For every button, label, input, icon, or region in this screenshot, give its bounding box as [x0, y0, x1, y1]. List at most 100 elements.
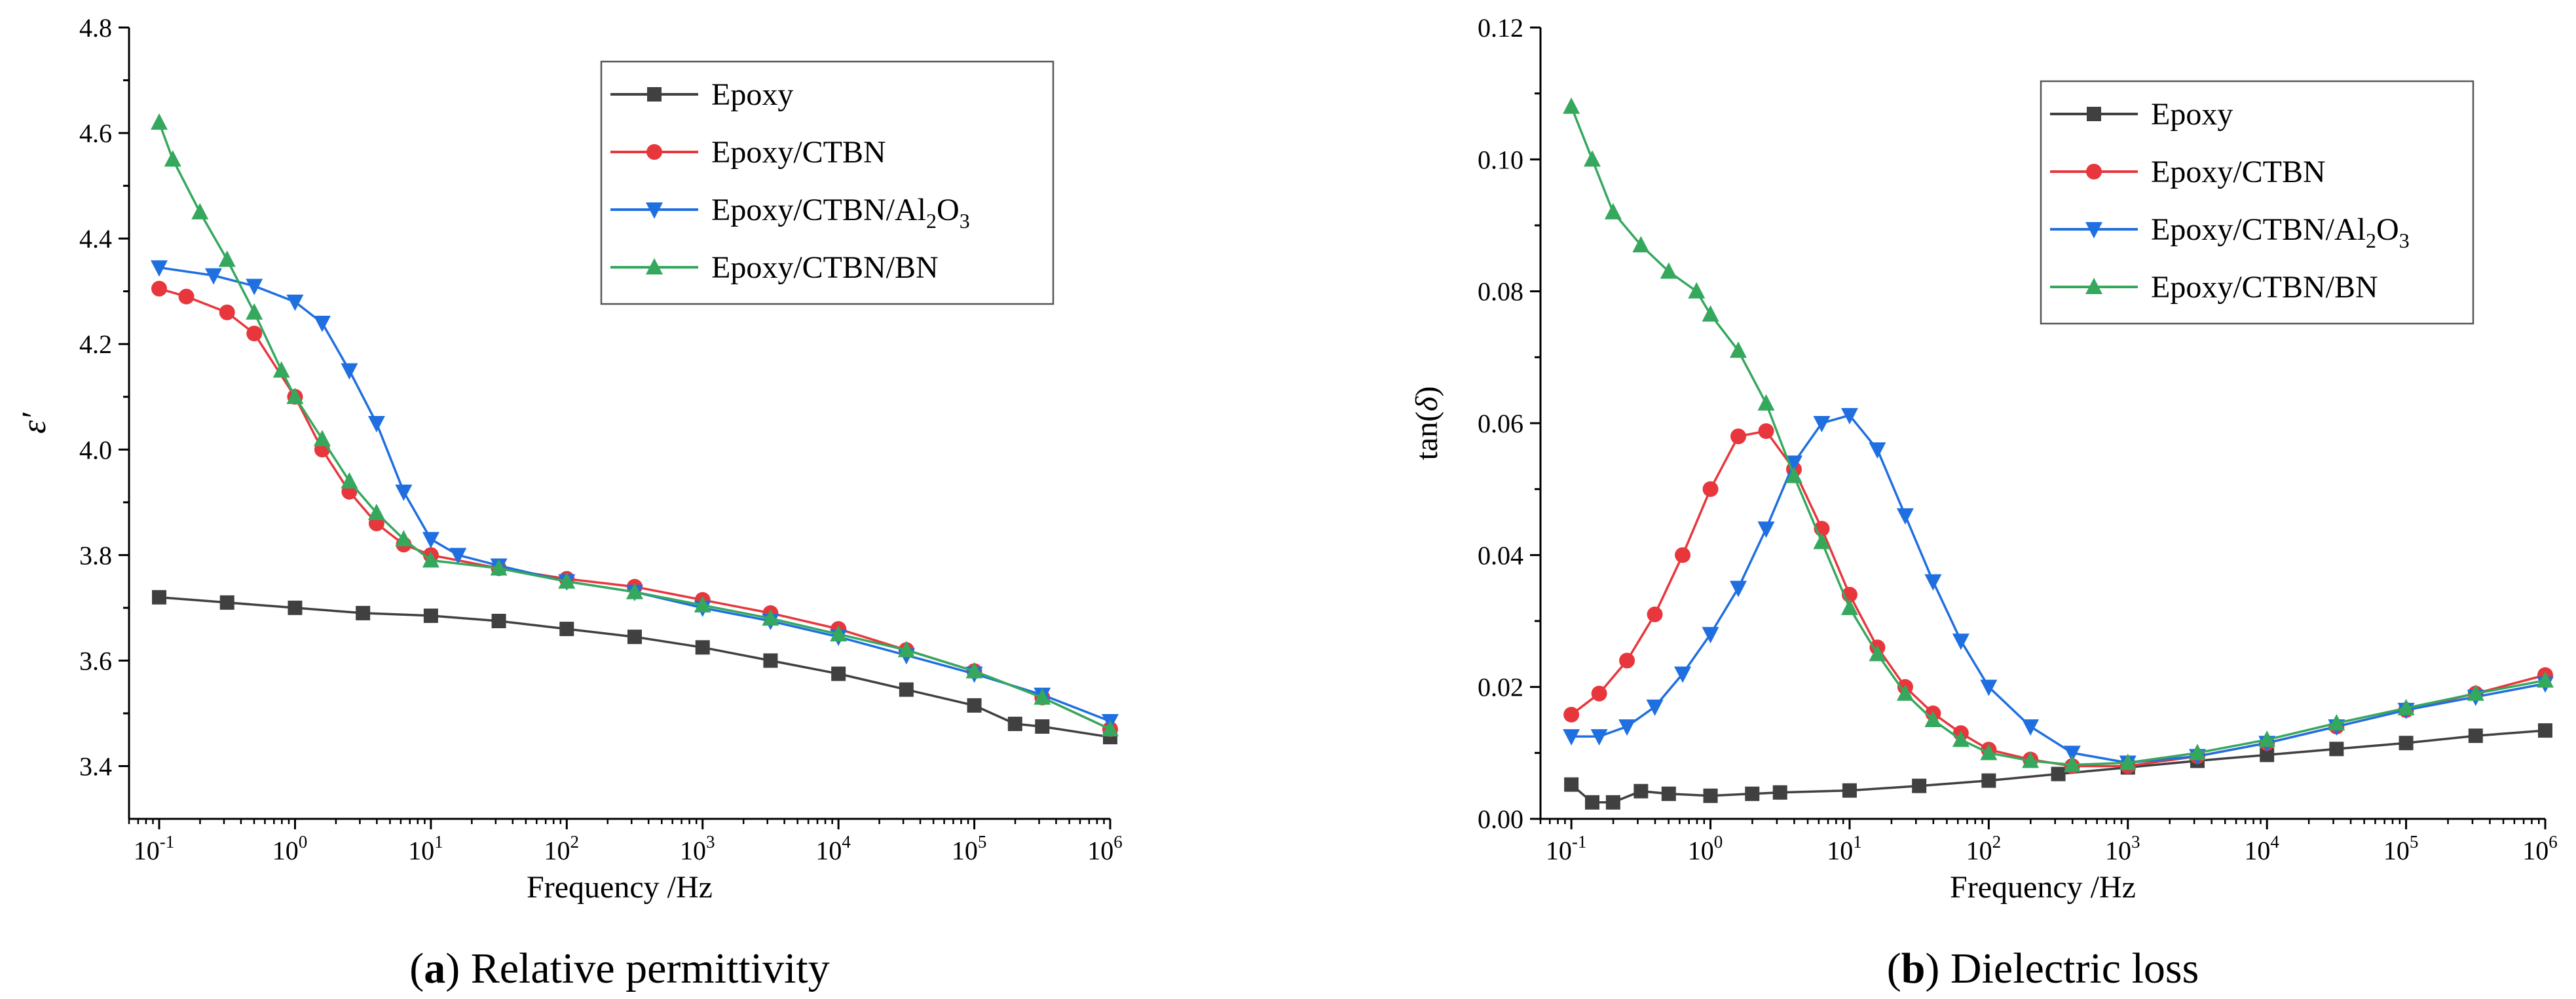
data-point — [422, 551, 439, 568]
y-tick-label: 0.12 — [1478, 13, 1523, 43]
x-tick-label: 104 — [2244, 832, 2279, 865]
legend-marker — [647, 87, 662, 102]
legend-label: Epoxy/CTBN/BN — [711, 250, 939, 285]
x-tick-label: 101 — [408, 832, 443, 865]
data-point — [1924, 574, 1942, 591]
legend-entry: Epoxy/CTBN/BN — [2050, 270, 2378, 305]
x-axis-label: Frequency /Hz — [1950, 870, 2136, 905]
x-tick-label: 10-1 — [134, 832, 174, 865]
data-point — [626, 582, 644, 599]
legend-box — [600, 60, 1055, 305]
legend-label: Epoxy/CTBN/BN — [2151, 270, 2378, 305]
data-point — [356, 605, 371, 620]
legend-entry: Epoxy/CTBN — [2050, 155, 2326, 189]
legend-label: Epoxy — [711, 77, 793, 112]
data-point — [1745, 786, 1760, 801]
data-point — [2063, 755, 2081, 772]
panel-caption: (b) Dielectric loss — [1887, 945, 2199, 992]
data-point — [152, 590, 167, 605]
series-epoxy-ctbn-bn — [151, 113, 1119, 737]
data-point — [1675, 547, 1691, 563]
legend-marker — [2085, 278, 2102, 294]
data-point — [151, 113, 168, 130]
y-tick-label: 0.04 — [1478, 540, 1523, 570]
data-point — [246, 326, 263, 342]
legend-box — [2040, 80, 2474, 325]
data-point — [1896, 508, 1914, 525]
data-point — [1730, 428, 1747, 445]
data-point — [395, 530, 413, 547]
legend-label: Epoxy/CTBN — [2151, 155, 2326, 189]
x-axis-label: Frequency /Hz — [527, 870, 713, 905]
data-point — [286, 387, 304, 404]
data-point — [2051, 766, 2066, 782]
data-point — [1660, 262, 1677, 279]
panel-b-dielectric-loss: 0.00 0.02 0.04 0.06 0.08 0.10 0.12 10-1 100 101 10… — [1409, 13, 2558, 992]
data-point — [151, 260, 168, 277]
data-point — [2188, 744, 2206, 761]
data-point — [1952, 730, 1969, 747]
y-tick-label: 4.8 — [79, 13, 112, 43]
data-point — [367, 503, 385, 520]
y-tick-label: 0.08 — [1478, 277, 1523, 307]
data-point — [246, 303, 263, 320]
y-tick-label: 4.4 — [79, 224, 112, 254]
series-line — [159, 596, 1111, 738]
data-point — [1730, 580, 1747, 597]
x-tick-label: 101 — [1827, 832, 1862, 865]
data-point — [1007, 717, 1022, 732]
data-point — [899, 682, 914, 697]
data-point — [694, 595, 711, 613]
panel-a-permittivity: 3.4 3.6 3.8 4.0 4.2 4.4 4.6 4.8 10-1 100 101 102 103… — [16, 13, 1123, 992]
data-point — [1924, 711, 1942, 727]
data-point — [1980, 679, 1998, 696]
x-tick-label: 103 — [2105, 832, 2140, 865]
x-tick-label: 106 — [1087, 832, 1123, 865]
data-point — [559, 622, 574, 637]
legend-marker — [646, 258, 663, 274]
data-point — [2397, 698, 2415, 715]
y-tick-label: 4.6 — [79, 119, 112, 148]
data-point — [1757, 521, 1775, 538]
data-point — [1813, 533, 1831, 550]
legend-label: Epoxy/CTBN — [711, 135, 886, 170]
data-point — [1980, 744, 1998, 761]
data-point — [1869, 442, 1886, 459]
data-point — [1102, 720, 1119, 737]
data-point — [1840, 598, 1858, 615]
data-point — [1702, 305, 1719, 322]
data-point — [1758, 423, 1774, 440]
series-line — [158, 122, 1111, 730]
legend-marker — [2086, 164, 2102, 179]
x-tick-label: 106 — [2522, 832, 2558, 865]
data-point — [967, 698, 982, 713]
x-tick-label: 105 — [952, 832, 987, 865]
series-line — [159, 287, 1111, 730]
data-point — [449, 548, 467, 565]
data-point — [1772, 785, 1787, 800]
x-tick-label: 102 — [544, 832, 580, 865]
data-point — [1952, 633, 1969, 650]
data-point — [1584, 795, 1599, 810]
data-point — [1912, 778, 1927, 793]
data-point — [627, 630, 643, 645]
series-line — [159, 266, 1111, 723]
data-point — [341, 363, 358, 380]
data-point — [2329, 742, 2344, 757]
legend-marker — [646, 144, 662, 160]
data-point — [1842, 783, 1857, 798]
legend-entry: Epoxy/CTBN/BN — [610, 250, 939, 285]
data-point — [2022, 751, 2040, 768]
legend-label: Epoxy — [2151, 97, 2233, 132]
legend: Epoxy Epoxy/CTBN Epoxy/CTBN/Al2O3 Epoxy/CTB… — [600, 60, 1055, 305]
data-point — [1591, 685, 1607, 702]
legend: Epoxy Epoxy/CTBN Epoxy/CTBN/Al2O3 Epoxy/CTB… — [2040, 80, 2474, 325]
x-tick-label: 10-1 — [1546, 832, 1587, 865]
data-point — [204, 268, 222, 285]
data-point — [178, 288, 195, 305]
data-point — [272, 361, 290, 378]
data-point — [2537, 671, 2554, 688]
data-point — [1646, 699, 1664, 716]
data-point — [831, 666, 846, 681]
